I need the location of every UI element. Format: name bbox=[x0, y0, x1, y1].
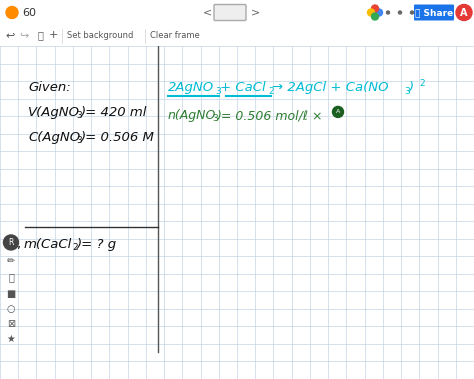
Text: )= 420 ml: )= 420 ml bbox=[81, 106, 147, 119]
Text: m(CaCl: m(CaCl bbox=[24, 238, 72, 251]
Text: ↪: ↪ bbox=[19, 30, 29, 41]
Text: ⬜: ⬜ bbox=[8, 273, 14, 282]
Text: 3: 3 bbox=[212, 114, 218, 124]
FancyBboxPatch shape bbox=[214, 5, 246, 20]
Text: )= ? g: )= ? g bbox=[77, 238, 117, 251]
Text: 60: 60 bbox=[22, 8, 36, 17]
Text: ,: , bbox=[16, 238, 20, 251]
Circle shape bbox=[456, 5, 472, 20]
Text: 🔍: 🔍 bbox=[37, 30, 43, 41]
Text: 2: 2 bbox=[419, 79, 425, 88]
Text: ■: ■ bbox=[6, 289, 16, 299]
Text: >: > bbox=[251, 8, 261, 17]
Text: ): ) bbox=[409, 81, 414, 94]
Text: A: A bbox=[336, 110, 340, 114]
Text: Given:: Given: bbox=[28, 81, 71, 94]
Text: 3: 3 bbox=[215, 87, 221, 96]
Text: ○: ○ bbox=[7, 304, 15, 314]
Text: +: + bbox=[48, 30, 58, 41]
Circle shape bbox=[372, 13, 379, 20]
Circle shape bbox=[6, 6, 18, 19]
Text: Clear frame: Clear frame bbox=[150, 31, 200, 40]
Text: ✏: ✏ bbox=[7, 256, 15, 266]
Circle shape bbox=[410, 11, 413, 14]
Text: ↩: ↩ bbox=[5, 30, 15, 41]
Circle shape bbox=[3, 235, 18, 250]
Circle shape bbox=[372, 5, 379, 12]
Text: R: R bbox=[9, 238, 14, 247]
Text: ⊠: ⊠ bbox=[7, 319, 15, 329]
Text: 2: 2 bbox=[268, 87, 273, 96]
Circle shape bbox=[399, 11, 401, 14]
Circle shape bbox=[367, 9, 374, 16]
Text: 2: 2 bbox=[72, 243, 78, 252]
Circle shape bbox=[386, 11, 390, 14]
Text: 2AgNO: 2AgNO bbox=[168, 81, 214, 94]
Text: )= 0.506 M: )= 0.506 M bbox=[81, 131, 155, 144]
Text: 3: 3 bbox=[404, 87, 410, 96]
FancyBboxPatch shape bbox=[414, 5, 454, 20]
Text: Set background: Set background bbox=[67, 31, 133, 40]
Text: V(AgNO: V(AgNO bbox=[28, 106, 80, 119]
Text: 3: 3 bbox=[76, 111, 82, 120]
Text: + CaCl: + CaCl bbox=[220, 81, 265, 94]
Circle shape bbox=[375, 9, 383, 16]
Text: C(AgNO: C(AgNO bbox=[28, 131, 80, 144]
Text: A: A bbox=[460, 8, 468, 17]
Text: 3: 3 bbox=[76, 136, 82, 145]
Text: ★: ★ bbox=[7, 334, 15, 344]
Text: <: < bbox=[203, 8, 213, 17]
Circle shape bbox=[332, 106, 344, 117]
Text: )= 0.506 mol/ℓ ×: )= 0.506 mol/ℓ × bbox=[217, 110, 323, 122]
Text: n(AgNO: n(AgNO bbox=[168, 110, 216, 122]
Text: 🔒 Share: 🔒 Share bbox=[415, 8, 453, 17]
Text: → 2AgCl + Ca(NO: → 2AgCl + Ca(NO bbox=[272, 81, 389, 94]
